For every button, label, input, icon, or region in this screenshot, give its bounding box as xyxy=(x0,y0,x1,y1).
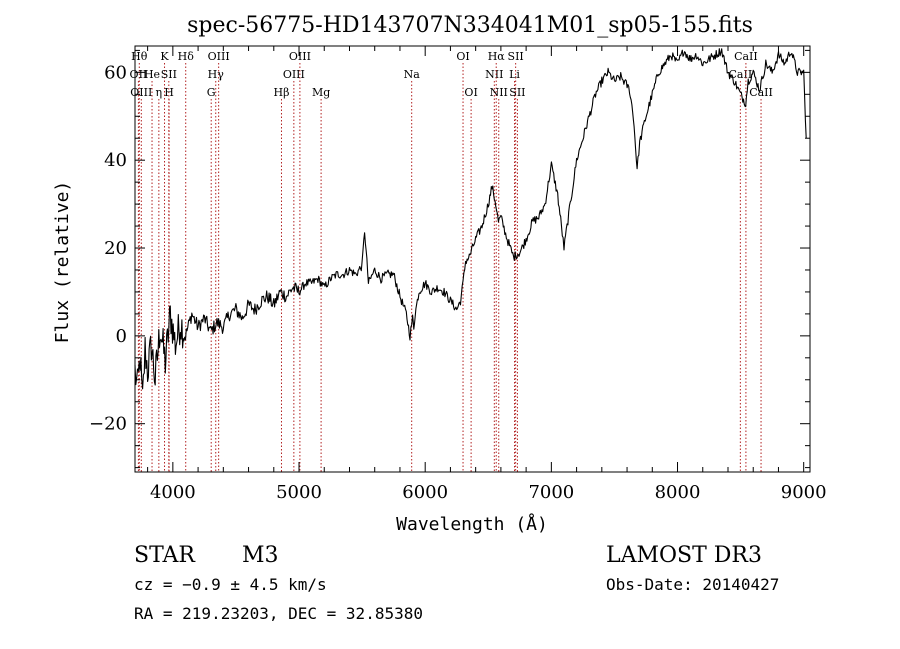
y-tick-label: 0 xyxy=(116,326,127,347)
marker-label: CaII xyxy=(734,50,758,63)
line-markers: Hθ OII OIII He η K SII H Hδ Hγ OIII G Hβ OIII OIII Mg Na… xyxy=(130,50,773,472)
x-tick-label: 9000 xyxy=(781,482,827,503)
marker-label: He xyxy=(144,68,160,81)
marker-label: Hδ xyxy=(178,50,195,63)
marker-label: SII xyxy=(509,86,525,99)
obs-date: Obs-Date: 20140427 xyxy=(606,575,779,594)
marker-label: OIII xyxy=(289,50,311,63)
x-tick-label: 4000 xyxy=(150,482,196,503)
marker-label: Hβ xyxy=(274,86,290,99)
marker-label: Li xyxy=(509,68,520,81)
survey-label: LAMOST DR3 xyxy=(606,543,762,568)
marker-label: CaII xyxy=(749,86,773,99)
cz-readout: cz = −0.9 ± 4.5 km/s xyxy=(134,575,327,594)
marker-label: SII xyxy=(508,50,524,63)
y-tick-label: −20 xyxy=(89,414,127,435)
series-line-spectrum xyxy=(134,48,807,390)
marker-label: NII xyxy=(490,86,508,99)
marker-label: Hα xyxy=(488,50,506,63)
marker-label: OIII xyxy=(130,86,152,99)
y-axis-label: Flux (relative) xyxy=(52,181,73,344)
marker-label: NII xyxy=(485,68,503,81)
class-label: STAR xyxy=(134,543,196,568)
axes: 4000 5000 6000 7000 8000 9000 −20 0 20 40 60 xyxy=(89,45,827,503)
x-tick-label: 6000 xyxy=(402,482,448,503)
marker-label: G xyxy=(207,86,216,99)
series-layer xyxy=(134,48,807,390)
marker-label: OIII xyxy=(208,50,230,63)
y-tick-label: 20 xyxy=(104,238,127,259)
marker-label: Mg xyxy=(312,86,330,99)
plot-frame xyxy=(134,45,811,473)
marker-label: Hγ xyxy=(208,68,225,81)
marker-label: OI xyxy=(464,86,477,99)
marker-label: Na xyxy=(404,68,421,81)
x-tick-label: 8000 xyxy=(655,482,701,503)
subclass-label: M3 xyxy=(242,543,279,568)
marker-label: OIII xyxy=(283,68,305,81)
marker-label: H xyxy=(164,86,174,99)
marker-label: η xyxy=(156,86,163,99)
x-tick-label: 5000 xyxy=(276,482,322,503)
marker-label: SII xyxy=(161,68,177,81)
y-tick-label: 40 xyxy=(104,150,127,171)
marker-label: K xyxy=(160,50,169,63)
x-tick-label: 7000 xyxy=(528,482,574,503)
ra-dec-readout: RA = 219.23203, DEC = 32.85380 xyxy=(134,604,423,623)
y-tick-label: 60 xyxy=(104,62,127,83)
marker-label: OII xyxy=(130,68,148,81)
marker-label: OI xyxy=(456,50,469,63)
x-axis-label: Wavelength (Å) xyxy=(396,513,548,535)
marker-label: Hθ xyxy=(131,50,148,63)
chart-title: spec-56775-HD143707N334041M01_sp05-155.f… xyxy=(187,13,753,38)
